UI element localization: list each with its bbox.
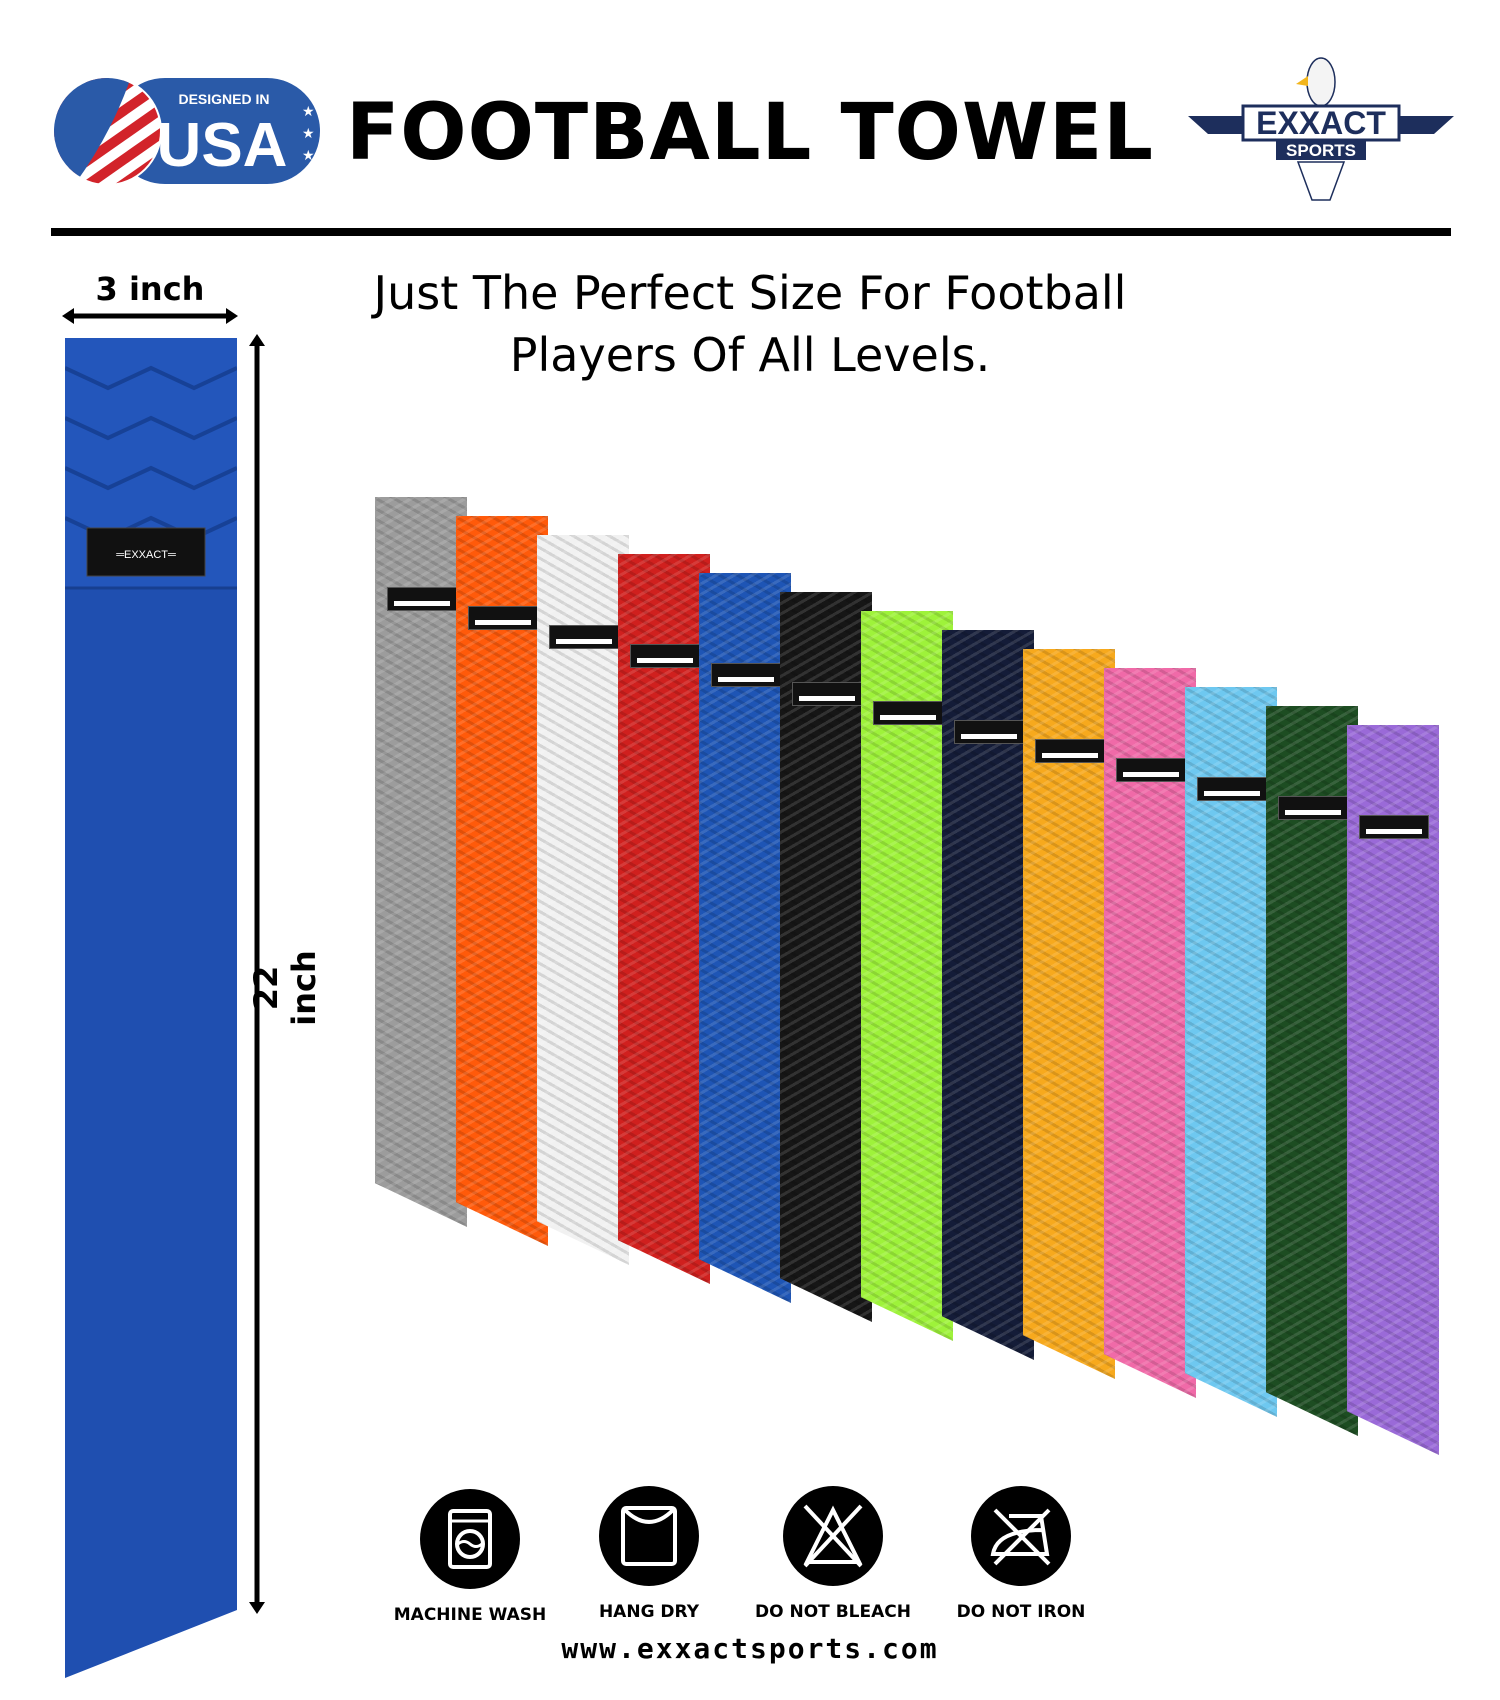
designed-in-usa-badge: DESIGNED IN USA ★ ★ ★ (52, 76, 320, 186)
width-label: 3 inch (95, 270, 205, 308)
towel-swatch (699, 573, 791, 1303)
towel-texture (1266, 706, 1358, 1436)
towel-swatch (537, 535, 629, 1265)
website-link[interactable]: www.exxactsports.com (561, 1632, 939, 1665)
care-label: DO NOT IRON (956, 1602, 1086, 1622)
towel-swatch (456, 516, 548, 1246)
towel-texture (699, 573, 791, 1303)
svg-text:★: ★ (302, 104, 315, 120)
subtitle-line1: Just The Perfect Size For Football (373, 266, 1127, 320)
exxact-sports-logo: EXXACT SPORTS (1188, 57, 1454, 201)
towel-texture (375, 497, 467, 1227)
height-arrow (249, 334, 265, 1614)
care-do-not-bleach: DO NOT BLEACH (743, 1486, 923, 1622)
towel-texture (1104, 668, 1196, 1398)
towel-texture (1347, 725, 1439, 1455)
towel-tag (792, 682, 862, 706)
towel-tag (711, 663, 781, 687)
svg-text:★: ★ (302, 148, 315, 164)
towel-texture (1023, 649, 1115, 1379)
width-arrow (62, 308, 238, 324)
towel-tag (1278, 796, 1348, 820)
page-title: FOOTBALL TOWEL (345, 88, 1154, 178)
towel-tag (1116, 758, 1186, 782)
towel-swatch (780, 592, 872, 1322)
logo-sub: SPORTS (1286, 141, 1356, 160)
machine-wash-icon (420, 1489, 520, 1589)
towel-swatch (375, 497, 467, 1227)
towel-tag (468, 606, 538, 630)
towel-swatch (1266, 706, 1358, 1436)
towel-swatch (1185, 687, 1277, 1417)
logo-brand: EXXACT (1256, 105, 1386, 141)
care-do-not-iron: DO NOT IRON (931, 1486, 1111, 1622)
towel-texture (1185, 687, 1277, 1417)
towel-tag (549, 625, 619, 649)
height-label: 22 inch (247, 950, 323, 1026)
towel-tag (387, 587, 457, 611)
towel-texture (780, 592, 872, 1322)
towel-texture (456, 516, 548, 1246)
towel-tag (1035, 739, 1105, 763)
svg-text:═EXXACT═: ═EXXACT═ (115, 549, 176, 561)
badge-line2: USA (157, 111, 288, 180)
towel-texture (861, 611, 953, 1341)
badge-line1: DESIGNED IN (178, 91, 269, 107)
care-label: MACHINE WASH (393, 1605, 547, 1625)
subtitle-line2: Players Of All Levels. (509, 328, 991, 382)
towel-tag (1197, 777, 1267, 801)
svg-text:★: ★ (302, 126, 315, 142)
towel-swatch (861, 611, 953, 1341)
care-machine-wash: MACHINE WASH (380, 1489, 560, 1625)
towel-tag (954, 720, 1024, 744)
care-label: HANG DRY (598, 1602, 700, 1622)
towel-swatch (1023, 649, 1115, 1379)
do-not-iron-icon (971, 1486, 1071, 1586)
do-not-bleach-icon (783, 1486, 883, 1586)
towel-texture (942, 630, 1034, 1360)
divider (51, 228, 1451, 236)
towel-tag (1359, 815, 1429, 839)
towel-swatch (618, 554, 710, 1284)
care-hang-dry: HANG DRY (559, 1486, 739, 1622)
towel-texture (537, 535, 629, 1265)
towel-swatch (1104, 668, 1196, 1398)
towel-swatch (942, 630, 1034, 1360)
hang-dry-icon (599, 1486, 699, 1586)
towel-texture (618, 554, 710, 1284)
towel-tag (873, 701, 943, 725)
care-label: DO NOT BLEACH (755, 1602, 911, 1622)
towel-swatch (1347, 725, 1439, 1455)
towel-tag (630, 644, 700, 668)
main-towel-image: ═EXXACT═ (65, 338, 237, 1678)
subtitle: Just The Perfect Size For Football Playe… (300, 262, 1200, 386)
